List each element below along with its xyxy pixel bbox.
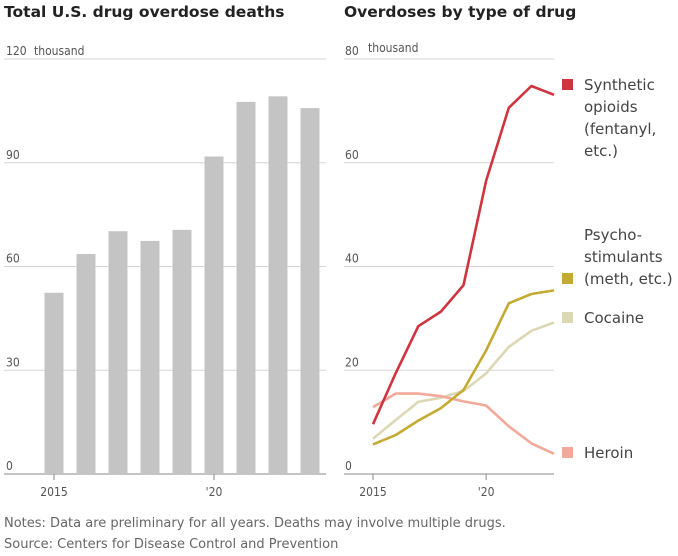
legend-swatch: [562, 312, 573, 323]
right-y-tick-label: 0: [345, 459, 352, 473]
left-x-axis: 2015 '20: [40, 474, 223, 499]
left-chart: Total U.S. drug overdose deaths thousand…: [4, 3, 326, 499]
legend-label: Psycho-: [584, 226, 642, 244]
right-y-tick-label: 20: [345, 355, 359, 369]
left-bar: [140, 240, 160, 474]
left-y-tick-label: 0: [6, 459, 13, 473]
legend-swatch: [562, 79, 573, 90]
left-y-tick-label: 120: [6, 44, 27, 58]
right-x-tick-label: '20: [478, 485, 495, 499]
legend-label: Cocaine: [584, 309, 644, 327]
left-bar: [44, 292, 64, 474]
right-y-tick-label: 60: [345, 148, 359, 162]
series-line-2: [372, 289, 555, 446]
left-y-tick-label: 90: [6, 148, 20, 162]
series-line-4: [372, 392, 555, 455]
right-chart: Overdoses by type of drug thousand 80 60 4…: [344, 3, 673, 499]
legend-label: etc.): [584, 142, 618, 160]
legend-label: (meth, etc.): [584, 270, 673, 288]
left-bars: [44, 96, 320, 474]
right-y-ticks: 80 60 40 20 0: [345, 44, 359, 473]
left-bar: [268, 96, 288, 474]
left-bar: [172, 229, 192, 474]
left-y-tick-label: 30: [6, 355, 20, 369]
right-gridlines: [344, 58, 554, 475]
legend-label: Synthetic: [584, 76, 655, 94]
legend-swatch: [562, 447, 573, 458]
left-bar: [236, 101, 256, 474]
right-chart-title: Overdoses by type of drug: [344, 3, 576, 21]
right-x-axis: 2015 '20: [359, 474, 495, 499]
right-series-lines: [371, 84, 555, 455]
legend-label: stimulants: [584, 248, 663, 266]
left-x-tick-label: '20: [206, 485, 223, 499]
left-bar: [300, 108, 320, 474]
series-line-3: [372, 321, 555, 440]
left-x-tick-label: 2015: [40, 485, 67, 499]
legend-label: (fentanyl,: [584, 120, 656, 138]
left-y-ticks: 120 90 60 30 0: [6, 44, 27, 473]
notes-text: Notes: Data are preliminary for all year…: [4, 516, 506, 531]
legend-label: opioids: [584, 98, 638, 116]
left-y-tick-label: 60: [6, 252, 20, 266]
legend-label: Heroin: [584, 444, 633, 462]
series-line-1: [371, 84, 555, 425]
left-bar: [204, 156, 224, 474]
left-bar: [108, 231, 128, 474]
right-legend: Synthetic opioids (fentanyl, etc.) Psycho-st…: [562, 76, 673, 462]
left-bar: [76, 254, 96, 474]
left-chart-title: Total U.S. drug overdose deaths: [4, 3, 284, 21]
legend-swatch: [562, 273, 573, 284]
source-text: Source: Centers for Disease Control and …: [4, 537, 339, 552]
right-y-tick-label: 40: [345, 252, 359, 266]
right-y-tick-label: 80: [345, 44, 359, 58]
left-unit-label: thousand: [34, 44, 84, 58]
right-unit-label: thousand: [368, 41, 418, 55]
right-x-tick-label: 2015: [359, 485, 386, 499]
